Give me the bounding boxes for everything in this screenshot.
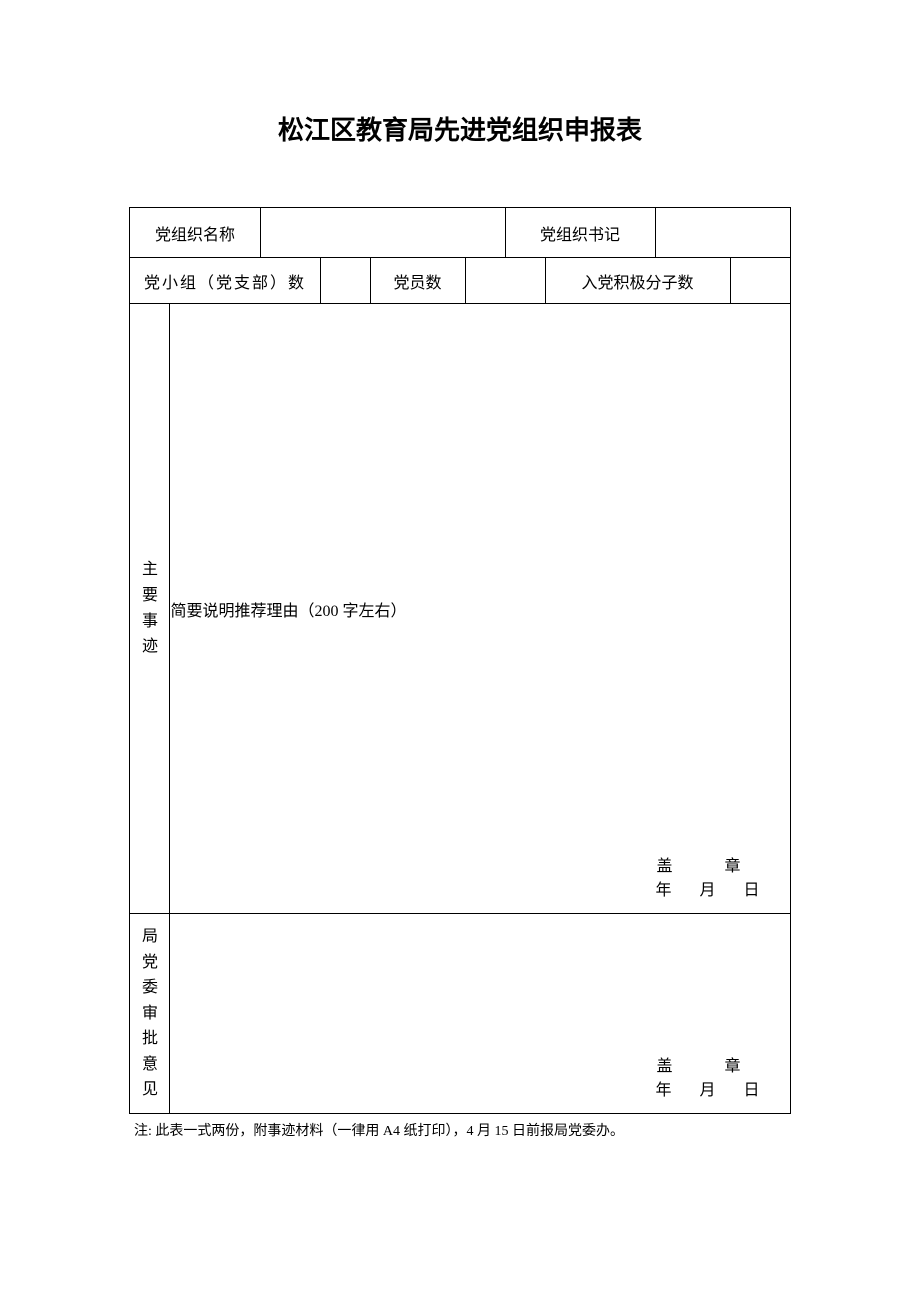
- member-count-value[interactable]: [465, 258, 545, 304]
- date-year: 年: [655, 882, 671, 899]
- group-count-value[interactable]: [320, 258, 370, 304]
- date-line: 年月日: [655, 1079, 759, 1103]
- deeds-label-char: 事: [142, 613, 158, 630]
- approval-label-char: 党: [142, 954, 158, 971]
- group-count-label: 党小组（党支部）数: [130, 258, 320, 304]
- secretary-value[interactable]: [655, 208, 790, 258]
- date-line: 年月日: [655, 879, 759, 903]
- approval-content-cell[interactable]: 盖 章 年 月 日: [170, 914, 790, 1114]
- approval-label-char: 见: [142, 1081, 158, 1098]
- deeds-label-char: 要: [142, 587, 158, 604]
- date-month: 月: [699, 882, 715, 899]
- date-day: 日: [744, 1082, 760, 1099]
- activist-count-value[interactable]: [730, 258, 790, 304]
- table-row: 党小组（党支部）数 党员数 入党积极分子数: [130, 258, 790, 304]
- activist-count-label: 入党积极分子数: [545, 258, 730, 304]
- table-row: 主 要 事 迹 简要说明推荐理由（200 字左右） 盖 章 年 月 日: [130, 304, 790, 914]
- approval-label-char: 审: [142, 1005, 158, 1022]
- date-year: 年: [655, 1082, 671, 1099]
- member-count-label: 党员数: [370, 258, 465, 304]
- footnote-text: 注: 此表一式两份，附事迹材料（一律用 A4 纸打印），4 月 15 日前报局党…: [130, 1120, 790, 1140]
- approval-label-char: 委: [142, 979, 158, 996]
- org-name-value[interactable]: [260, 208, 505, 258]
- table-row: 局 党 委 审 批 意 见 盖 章 年 月 日: [130, 914, 790, 1114]
- approval-label-char: 局: [142, 928, 158, 945]
- org-name-label: 党组织名称: [130, 208, 260, 258]
- table-row: 党组织名称 党组织书记: [130, 208, 790, 258]
- deeds-stamp-block: 盖 章 年 月 日: [655, 855, 759, 903]
- date-month: 月: [699, 1082, 715, 1099]
- secretary-label: 党组织书记: [505, 208, 655, 258]
- page-title: 松江区教育局先进党组织申报表: [0, 110, 920, 147]
- deeds-prompt: 简要说明推荐理由（200 字左右）: [170, 597, 789, 621]
- date-day: 日: [744, 882, 760, 899]
- stamp-text: 盖 章: [655, 855, 759, 879]
- approval-vertical-label: 局 党 委 审 批 意 见: [130, 914, 170, 1114]
- application-form-table: 党组织名称 党组织书记 党小组（党支部）数 党员数 入党积极分子数 主 要 事 …: [129, 207, 790, 1114]
- deeds-label-char: 迹: [142, 638, 158, 655]
- deeds-content-cell[interactable]: 简要说明推荐理由（200 字左右） 盖 章 年 月 日: [170, 304, 790, 914]
- approval-label-char: 批: [142, 1030, 158, 1047]
- deeds-label-char: 主: [142, 561, 158, 578]
- stamp-text: 盖 章: [655, 1055, 759, 1079]
- deeds-vertical-label: 主 要 事 迹: [130, 304, 170, 914]
- approval-label-char: 意: [142, 1056, 158, 1073]
- approval-stamp-block: 盖 章 年 月 日: [655, 1055, 759, 1103]
